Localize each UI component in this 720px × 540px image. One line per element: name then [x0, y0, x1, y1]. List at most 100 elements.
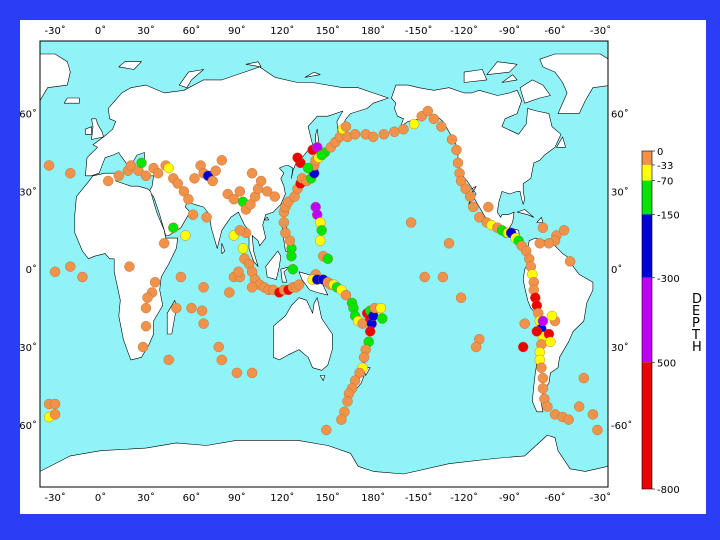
longitude-label: -90˚: [499, 25, 520, 37]
earthquake-marker: [231, 367, 243, 379]
legend-tick-label: -70: [657, 177, 673, 188]
legend-band: [642, 362, 652, 489]
landmass-eurasia: [85, 66, 389, 267]
earthquake-marker: [564, 256, 576, 267]
earthquake-marker: [140, 321, 152, 332]
longitude-label: 180˚: [361, 492, 385, 504]
landmass-cuba: [516, 209, 535, 218]
longitude-label: -60˚: [544, 25, 565, 37]
earthquake-marker: [578, 372, 589, 384]
earthquake-marker: [451, 144, 462, 156]
earthquake-marker: [545, 336, 556, 347]
legend-tick-label: 0: [657, 147, 663, 158]
earthquake-marker: [77, 271, 88, 283]
earthquake-marker: [543, 238, 555, 249]
earthquake-marker: [140, 170, 152, 182]
earthquake-marker: [163, 354, 174, 366]
landmass-tasmania: [319, 375, 326, 381]
longitude-label: -30˚: [590, 492, 611, 504]
earthquake-marker: [172, 178, 184, 189]
earthquake-marker: [142, 292, 153, 303]
earthquake-marker: [152, 167, 164, 179]
earthquake-marker: [342, 396, 353, 407]
longitude-label: -60˚: [544, 492, 565, 504]
latitude-label: 30˚: [611, 342, 629, 354]
latitude-labels-left: 60˚ 30˚ 0˚ 30˚ -60˚: [20, 109, 37, 432]
legend-band: [642, 151, 652, 165]
legend-tick-label: -33: [657, 161, 673, 172]
earthquake-marker: [419, 271, 430, 283]
longitude-label: 60˚: [183, 25, 201, 37]
longitude-label: -30˚: [590, 25, 611, 37]
earthquake-marker: [408, 118, 420, 130]
legend-tick-label: -300: [657, 274, 680, 285]
earthquake-marker: [293, 279, 305, 290]
landmass-novaya: [179, 69, 204, 88]
legend-band: [642, 214, 652, 278]
earthquake-marker: [65, 167, 76, 179]
legend-title-letter: E: [692, 304, 700, 319]
earthquake-marker: [542, 401, 553, 412]
earthquake-marker: [198, 282, 209, 293]
earthquake-marker: [358, 352, 370, 363]
landmass-baffin: [519, 79, 551, 104]
longitude-labels-top: -30˚ 0˚ 30˚ 60˚ 90˚ 120˚ 150˚ 180˚ -150˚ -120˚ -90…: [44, 25, 611, 37]
earthquake-marker: [592, 424, 603, 436]
earthquake-marker: [437, 271, 449, 283]
legend-tick-label: 500: [657, 358, 676, 369]
earthquake-marker: [340, 289, 352, 301]
earthquake-marker: [378, 129, 389, 140]
earthquake-marker: [375, 302, 386, 314]
earthquake-marker: [483, 201, 494, 213]
earthquake-marker: [422, 105, 433, 117]
earthquake-marker: [168, 222, 179, 233]
earthquake-marker: [189, 173, 200, 184]
landmass-ireland: [85, 126, 92, 135]
earthquake-marker: [349, 129, 361, 140]
earthquake-marker: [537, 315, 549, 327]
latitude-label: 0˚: [26, 264, 37, 276]
earthquake-marker: [125, 160, 137, 171]
longitude-label: -120˚: [450, 492, 478, 504]
earthquake-marker: [233, 266, 244, 278]
legend-title-letter: D: [692, 292, 702, 307]
earthquake-marker: [519, 318, 530, 329]
earthquake-marker: [198, 318, 209, 329]
earthquake-marker: [261, 186, 273, 197]
earthquake-marker: [354, 367, 365, 379]
legend-tick-label: -150: [657, 210, 680, 221]
earthquake-marker: [124, 261, 135, 272]
latitude-label: -60˚: [20, 420, 37, 432]
earthquake-marker: [65, 261, 76, 272]
earthquake-marker: [428, 113, 439, 125]
longitude-label: -150˚: [405, 492, 433, 504]
earthquake-marker: [210, 165, 221, 176]
longitude-label: 90˚: [228, 25, 246, 37]
earthquake-marker: [246, 367, 258, 379]
longitude-label: 30˚: [137, 25, 155, 37]
earthquake-marker: [405, 217, 417, 228]
earthquake-marker: [368, 131, 379, 143]
legend-tick-label: -800: [657, 485, 680, 496]
earthquake-marker: [175, 271, 187, 283]
earthquake-marker: [49, 409, 61, 420]
earthquake-depth-map[interactable]: -30˚ 0˚ 30˚ 60˚ 90˚ 120˚ 150˚ 180˚ -150˚ -120˚ -90…: [20, 20, 706, 514]
earthquake-marker: [183, 193, 194, 205]
earthquake-marker: [137, 341, 149, 353]
earthquake-marker: [315, 235, 326, 246]
earthquake-marker: [180, 230, 191, 241]
earthquake-marker: [255, 175, 267, 187]
earthquake-marker: [336, 414, 347, 425]
earthquake-marker: [460, 183, 471, 195]
earthquake-marker: [149, 277, 161, 288]
earthquake-marker: [316, 149, 327, 161]
landmass-australia: [273, 297, 333, 371]
earthquake-marker: [234, 225, 246, 236]
earthquake-marker: [136, 157, 147, 169]
map-frame: [39, 40, 609, 488]
longitude-label: 60˚: [183, 492, 201, 504]
longitude-label: -150˚: [405, 25, 433, 37]
landmass-iceland: [63, 97, 80, 104]
legend-frame: [641, 150, 653, 490]
earthquake-marker: [49, 266, 61, 278]
